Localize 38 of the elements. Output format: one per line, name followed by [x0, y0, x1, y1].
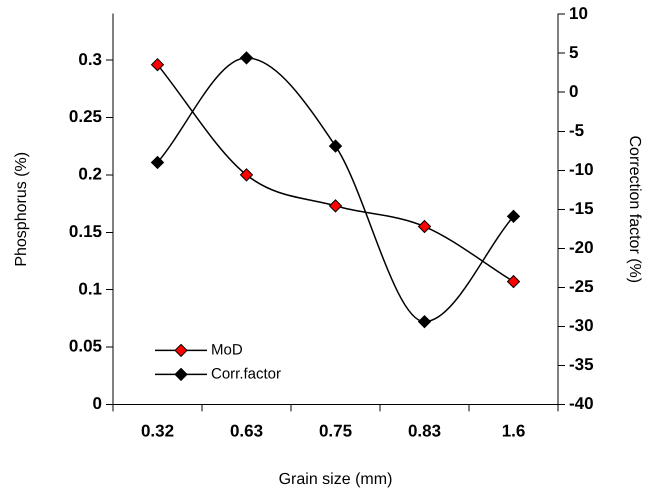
point	[240, 168, 253, 182]
y2-tick-label: 10	[569, 4, 588, 23]
point	[418, 315, 431, 328]
legend-label: MoD	[211, 342, 243, 359]
y-tick-label: 0.2	[78, 164, 102, 184]
x-tick-label: 1.6	[502, 421, 526, 440]
y-tick-label: 0	[92, 394, 102, 414]
y2-tick-label: -20	[569, 238, 594, 258]
y2-tick-label: -5	[569, 120, 584, 140]
point	[240, 51, 253, 64]
point	[329, 140, 342, 153]
y2-tick-label: 5	[569, 42, 578, 62]
y-tick-label: 0.05	[68, 336, 102, 356]
x-tick-label: 0.75	[318, 421, 352, 440]
y2-tick-label: 0	[569, 82, 578, 101]
y2-axis-title: Correction factor (%)	[626, 136, 643, 284]
y-tick-label: 0.3	[78, 50, 102, 69]
point	[329, 199, 342, 212]
x-axis-title: Grain size (mm)	[278, 470, 392, 488]
legend-label: Corr.factor	[211, 366, 282, 383]
y-tick-label: 0.15	[68, 222, 102, 241]
x-tick-label: 0.83	[408, 421, 442, 440]
y2-tick-label: -35	[569, 355, 594, 374]
y2-tick-label: -15	[569, 198, 594, 218]
x-tick-label: 0.63	[230, 421, 264, 440]
x-tick-label: 0.32	[140, 421, 174, 440]
y-tick-label: 0.25	[68, 107, 102, 126]
y-axis-title: Phosphorus (%)	[13, 152, 30, 267]
point	[507, 210, 520, 223]
point	[418, 220, 431, 234]
y-tick-label: 0.1	[78, 279, 102, 298]
y2-tick-label: -25	[569, 277, 594, 296]
y2-tick-label: -40	[569, 394, 594, 414]
point	[507, 275, 520, 288]
y2-tick-label: -30	[569, 316, 594, 336]
y2-tick-label: -10	[569, 160, 594, 179]
point	[151, 58, 164, 72]
point	[151, 156, 164, 169]
